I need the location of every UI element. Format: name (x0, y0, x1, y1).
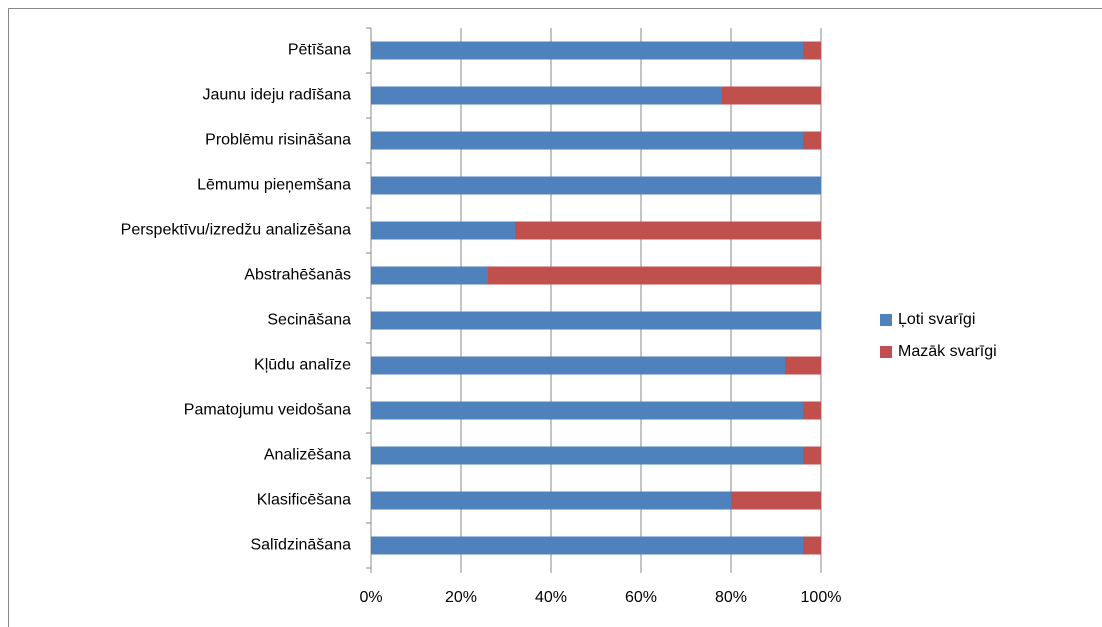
y-tick-label: Perspektīvu/izredžu analizēšana (121, 222, 351, 239)
x-tick-label: 20% (445, 589, 477, 606)
bar-segment (371, 266, 488, 285)
bar-segment (803, 41, 821, 60)
bar-segment (371, 221, 515, 240)
y-tick-label: Jaunu ideju radīšana (202, 87, 351, 104)
y-tick-label: Pamatojumu veidošana (184, 402, 351, 419)
y-tick-label: Klasificēšana (257, 492, 351, 509)
bar-segment (371, 401, 803, 420)
legend-swatch (880, 314, 892, 326)
bar-segment (803, 131, 821, 150)
bar-segment (371, 491, 731, 510)
y-tick-label: Secināšana (267, 312, 351, 329)
y-tick-label: Pētīšana (288, 42, 351, 59)
bar-segment (371, 311, 821, 330)
y-tick-label: Salīdzināšana (250, 537, 351, 554)
y-tick-label: Problēmu risināšana (205, 132, 351, 149)
y-tick-label: Analizēšana (264, 447, 351, 464)
x-tick-label: 40% (535, 589, 567, 606)
bar-segment (371, 356, 785, 375)
bar-segment (371, 131, 803, 150)
x-tick-label: 80% (715, 589, 747, 606)
legend-label: Ļoti svarīgi (898, 311, 975, 328)
bar-segment (371, 86, 722, 105)
x-tick-label: 100% (801, 589, 842, 606)
bar-segment (515, 221, 821, 240)
y-tick-label: Kļūdu analīze (254, 357, 351, 374)
bar-segment (785, 356, 821, 375)
bar-segment (488, 266, 821, 285)
bar-segment (803, 401, 821, 420)
chart-frame (8, 8, 1102, 627)
bar-segment (731, 491, 821, 510)
bar-segment (371, 446, 803, 465)
bar-segment (371, 176, 821, 195)
bar-segment (371, 41, 803, 60)
bar-segment (803, 536, 821, 555)
bar-segment (371, 536, 803, 555)
bar-segment (803, 446, 821, 465)
x-tick-label: 0% (359, 589, 382, 606)
x-tick-label: 60% (625, 589, 657, 606)
y-tick-label: Lēmumu pieņemšana (197, 177, 351, 194)
y-tick-label: Abstrahēšanās (244, 267, 351, 284)
bar-segment (722, 86, 821, 105)
legend-label: Mazāk svarīgi (898, 343, 997, 360)
legend-swatch (880, 346, 892, 358)
